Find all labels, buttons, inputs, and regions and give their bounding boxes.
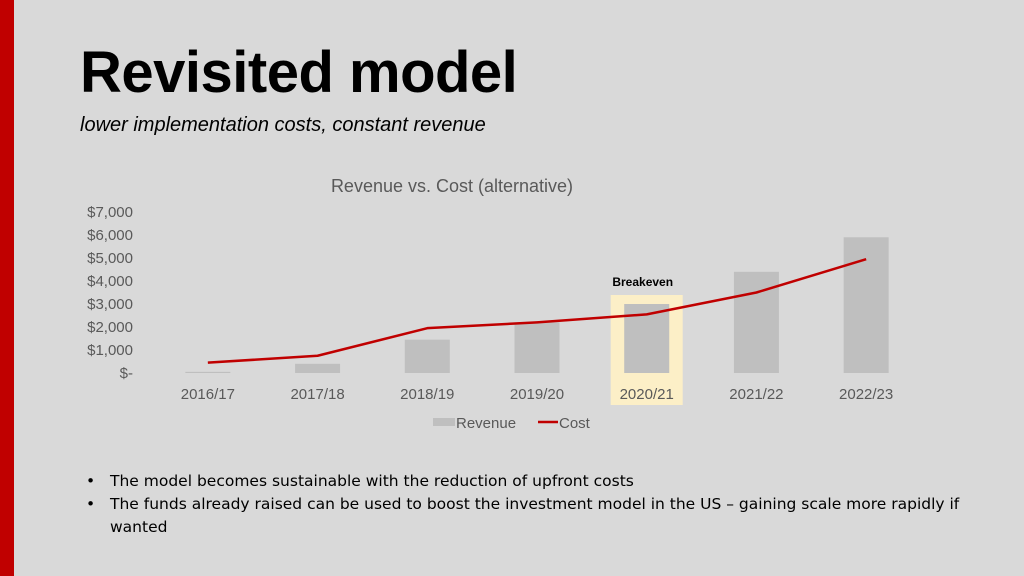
x-tick-label: 2016/17 <box>181 386 235 403</box>
y-tick-label: $2,000 <box>87 319 133 336</box>
revenue-bar <box>843 237 889 373</box>
y-tick-label: $4,000 <box>87 273 133 290</box>
x-tick-label: 2019/20 <box>510 386 564 403</box>
revenue-cost-chart: Revenue vs. Cost (alternative) $- $1,000 $… <box>87 176 893 432</box>
legend-cost-label: Cost <box>559 415 591 432</box>
x-tick-label: 2018/19 <box>400 386 454 403</box>
x-tick-label: 2021/22 <box>729 386 783 403</box>
y-tick-label: $1,000 <box>87 342 133 359</box>
y-tick-label: $6,000 <box>87 227 133 244</box>
accent-bar <box>0 0 14 576</box>
revenue-bar <box>404 339 450 373</box>
revenue-bar <box>295 363 341 373</box>
revenue-bar <box>185 371 231 373</box>
y-tick-label: $5,000 <box>87 250 133 267</box>
breakeven-label: Breakeven <box>612 275 673 289</box>
slide-subtitle: lower implementation costs, constant rev… <box>80 114 486 136</box>
y-tick-label: $7,000 <box>87 204 133 221</box>
y-tick-label: $3,000 <box>87 296 133 313</box>
bullet-item: The model becomes sustainable with the r… <box>84 470 964 493</box>
bullet-list: The model becomes sustainable with the r… <box>84 470 964 539</box>
x-tick-label: 2017/18 <box>290 386 344 403</box>
legend-revenue-label: Revenue <box>456 415 516 432</box>
revenue-bar <box>514 322 560 373</box>
y-tick-label: $- <box>120 365 133 382</box>
slide-title: Revisited model <box>80 40 518 105</box>
x-tick-label: 2020/21 <box>620 386 674 403</box>
legend-revenue-swatch <box>433 418 455 426</box>
chart-title: Revenue vs. Cost (alternative) <box>331 176 573 196</box>
bullet-item: The funds already raised can be used to … <box>84 493 964 539</box>
x-tick-label: 2022/23 <box>839 386 893 403</box>
